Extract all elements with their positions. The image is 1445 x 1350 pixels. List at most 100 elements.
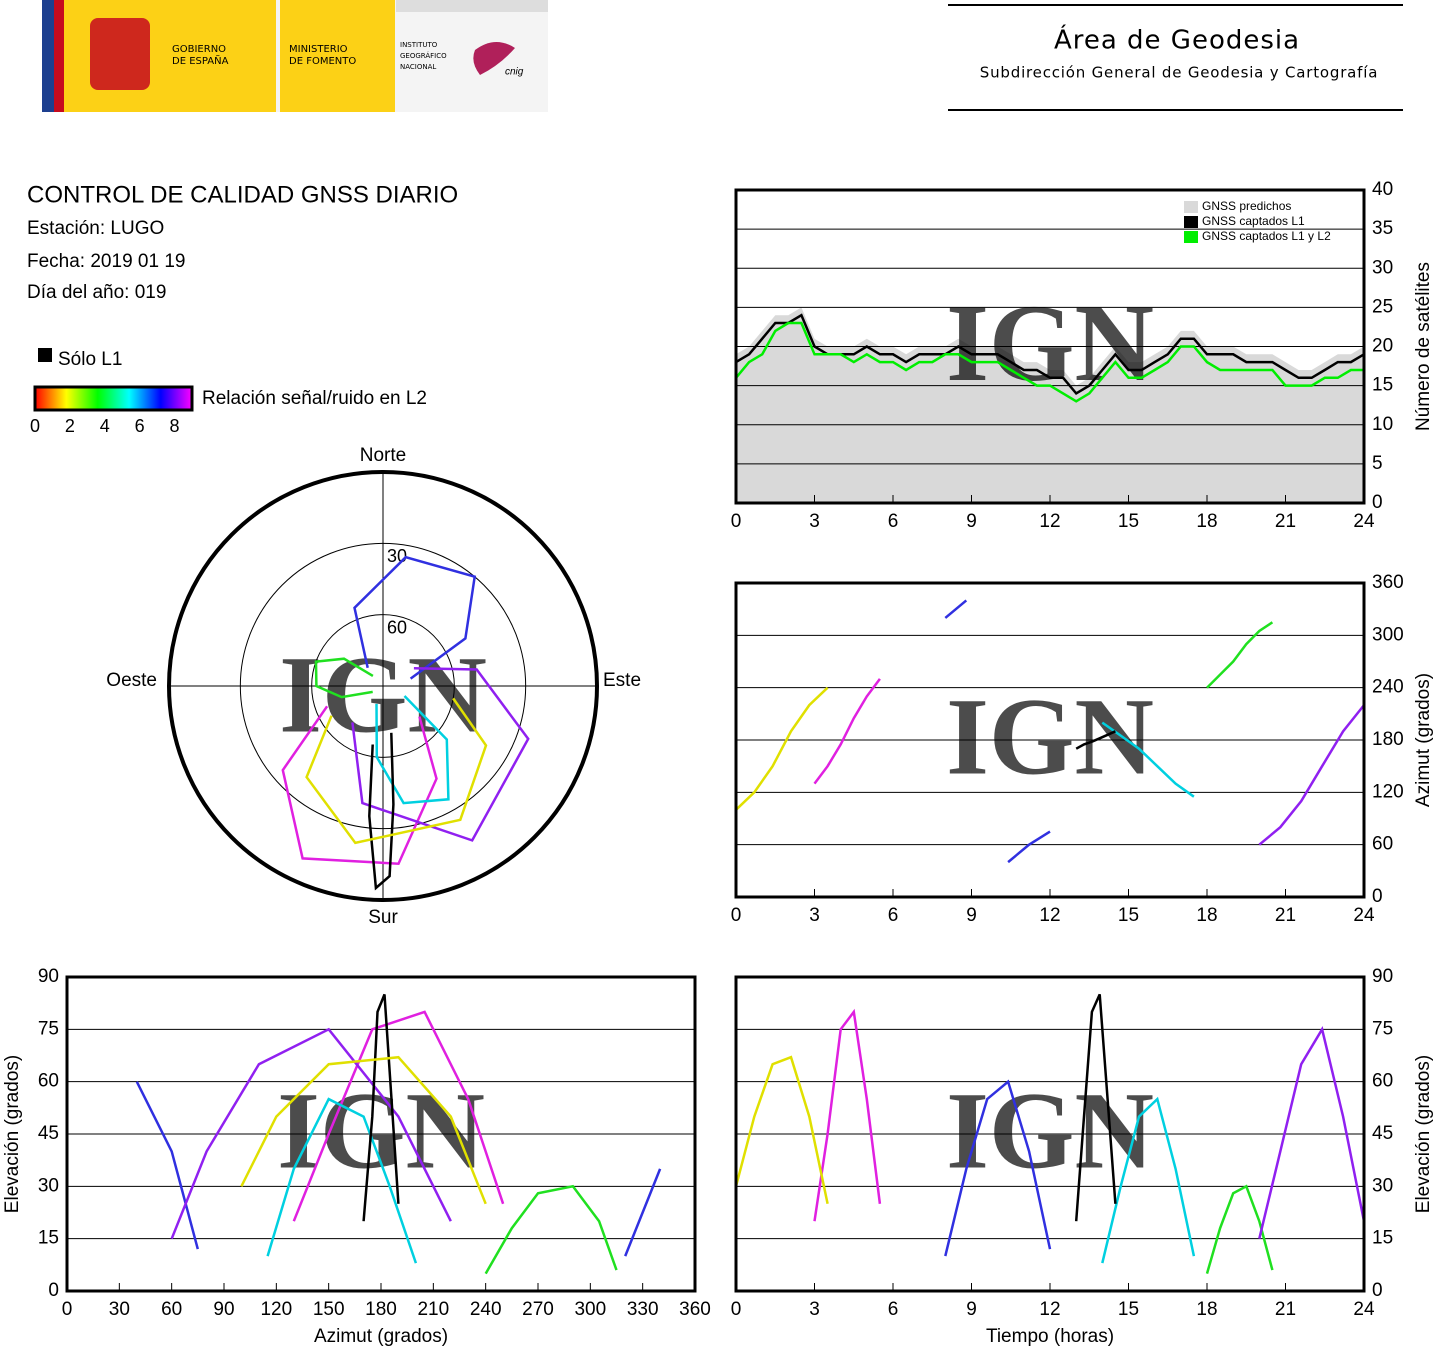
series-line xyxy=(944,599,1051,864)
y-tick-label: 30 xyxy=(38,1175,59,1196)
y-tick-label: 90 xyxy=(38,966,59,987)
plot-frame xyxy=(734,581,1366,899)
series-line xyxy=(362,993,400,1222)
x-tick-label: 24 xyxy=(1353,905,1375,926)
logo-block: GOBIERNO DE ESPAÑA MINISTERIO DE FOMENTO… xyxy=(42,0,548,112)
y-tick-label: 0 xyxy=(1372,1280,1383,1301)
legend-label: GNSS captados L1 xyxy=(1202,214,1305,228)
series-line xyxy=(734,1055,829,1205)
y-tick-label: 15 xyxy=(1372,375,1393,396)
x-tick-label: 90 xyxy=(213,1299,234,1320)
day-of-year: Día del año: 019 xyxy=(27,282,166,303)
x-tick-label: 0 xyxy=(62,1299,73,1320)
x-tick-label: 330 xyxy=(627,1299,659,1320)
legend-label: GNSS predichos xyxy=(1202,199,1291,213)
y-tick-label: 300 xyxy=(1372,624,1404,645)
l1-label: Sólo L1 xyxy=(58,349,122,370)
x-tick-label: 270 xyxy=(522,1299,554,1320)
x-tick-label: 6 xyxy=(888,905,899,926)
ign-bar xyxy=(396,0,548,12)
y-tick-label: 5 xyxy=(1372,453,1383,474)
watermark: IGN xyxy=(946,282,1154,404)
x-axis-label: Tiempo (horas) xyxy=(986,1326,1114,1347)
y-tick-label: 45 xyxy=(38,1123,59,1144)
y-tick-label: 0 xyxy=(1372,492,1383,513)
satellite-track xyxy=(368,732,395,891)
series-line xyxy=(1075,730,1116,750)
x-tick-label: 9 xyxy=(966,511,977,532)
series-line xyxy=(170,1027,452,1240)
institute-text: GEOGRÁFICO xyxy=(400,51,447,60)
watermark: IGN xyxy=(277,1069,485,1191)
x-tick-label: 180 xyxy=(365,1299,397,1320)
series-line xyxy=(1074,993,1117,1222)
ministry-text: MINISTERIO xyxy=(289,44,348,55)
x-tick-label: 6 xyxy=(888,511,899,532)
x-tick-label: 0 xyxy=(731,511,742,532)
satellite-track xyxy=(305,697,488,845)
x-axis-label: Azimut (grados) xyxy=(314,1326,448,1347)
series-line xyxy=(813,1008,882,1222)
x-tick-label: 15 xyxy=(1118,1299,1139,1320)
plot-frame xyxy=(734,188,1366,505)
ministry-text: DE FOMENTO xyxy=(289,56,356,67)
y-tick-label: 20 xyxy=(1372,336,1393,357)
series-line xyxy=(1101,721,1195,798)
series-line xyxy=(1258,704,1365,846)
plot-frame xyxy=(734,975,1366,1293)
x-tick-label: 3 xyxy=(809,1299,820,1320)
x-tick-label: 18 xyxy=(1196,1299,1217,1320)
coat-of-arms xyxy=(90,18,150,90)
y-tick-label: 15 xyxy=(1372,1228,1393,1249)
legend-swatch xyxy=(1184,231,1198,243)
direction-label: Norte xyxy=(360,445,406,466)
y-tick-label: 90 xyxy=(1372,966,1393,987)
y-tick-label: 240 xyxy=(1372,677,1404,698)
y-tick-label: 75 xyxy=(38,1018,59,1039)
y-tick-label: 45 xyxy=(1372,1123,1393,1144)
y-tick-label: 60 xyxy=(1372,834,1393,855)
flag-stripe xyxy=(54,0,64,112)
series-line xyxy=(292,1010,505,1222)
r-tick-label: 30 xyxy=(387,546,407,566)
x-tick-label: 15 xyxy=(1118,905,1139,926)
x-tick-label: 18 xyxy=(1196,905,1217,926)
plot-frame xyxy=(65,975,697,1293)
snr-label: Relación señal/ruido en L2 xyxy=(202,388,427,409)
x-tick-label: 21 xyxy=(1275,905,1296,926)
y-tick-label: 75 xyxy=(1372,1018,1393,1039)
colorbar xyxy=(33,385,194,412)
y-tick-label: 60 xyxy=(1372,1071,1393,1092)
series-line xyxy=(266,1097,418,1264)
gov-text: DE ESPAÑA xyxy=(172,54,229,67)
flag-stripe xyxy=(42,0,54,112)
series-line xyxy=(1206,621,1274,689)
x-tick-label: 21 xyxy=(1275,511,1296,532)
satellite-track xyxy=(353,555,477,680)
x-tick-label: 0 xyxy=(731,1299,742,1320)
x-tick-label: 240 xyxy=(470,1299,502,1320)
x-tick-label: 18 xyxy=(1196,511,1217,532)
y-tick-label: 35 xyxy=(1372,218,1393,239)
direction-label: Este xyxy=(603,670,641,691)
series-line xyxy=(813,678,881,785)
ministry-box xyxy=(280,0,395,112)
y-tick-label: 180 xyxy=(1372,729,1404,750)
watermark: IGN xyxy=(946,675,1154,797)
y-tick-label: 10 xyxy=(1372,414,1393,435)
x-tick-label: 15 xyxy=(1118,511,1139,532)
cnig-text: cnig xyxy=(505,67,524,78)
area-series xyxy=(736,307,1364,503)
x-tick-label: 12 xyxy=(1039,905,1060,926)
colorbar-tick-label: 4 xyxy=(100,416,110,436)
x-tick-label: 24 xyxy=(1353,511,1375,532)
x-tick-label: 9 xyxy=(966,905,977,926)
institute-text: NACIONAL xyxy=(400,63,436,71)
y-tick-label: 120 xyxy=(1372,781,1404,802)
satellite-track xyxy=(314,657,374,699)
x-tick-label: 360 xyxy=(679,1299,711,1320)
x-tick-label: 3 xyxy=(809,511,820,532)
x-tick-label: 21 xyxy=(1275,1299,1296,1320)
satellite-track xyxy=(375,695,450,805)
